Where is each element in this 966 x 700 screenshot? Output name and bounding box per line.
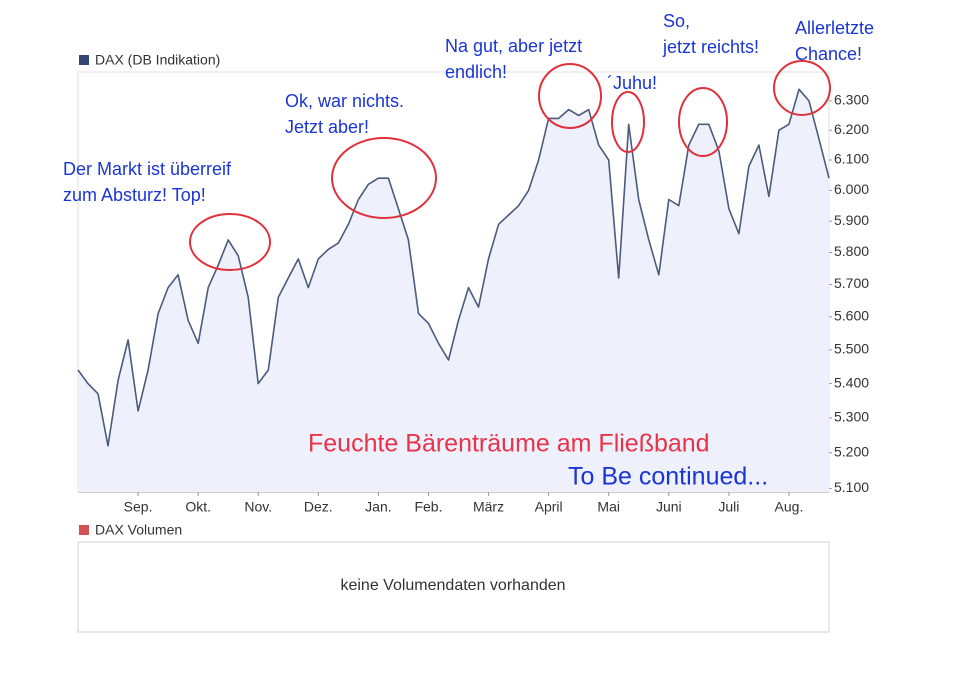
line <box>77 88 830 447</box>
y-tick-label: 5.600 <box>834 308 869 324</box>
highlight-circle <box>773 60 831 116</box>
y-tick-label: 5.800 <box>834 243 869 259</box>
y-tick-label: 5.700 <box>834 275 869 291</box>
x-tick-label: Sep. <box>124 499 153 515</box>
y-tick-label: 5.500 <box>834 341 869 357</box>
x-tick-label: April <box>535 499 563 515</box>
y-tick-label: 6.200 <box>834 121 869 137</box>
legend-label: DAX (DB Indikation) <box>95 52 220 68</box>
x-tick-label: Nov. <box>244 499 272 515</box>
x-tick-label: Juni <box>656 499 682 515</box>
highlight-circle <box>538 63 602 129</box>
highlight-circle <box>678 87 728 157</box>
x-tick-label: Dez. <box>304 499 333 515</box>
annotation: Jetzt aber! <box>285 117 369 137</box>
y-tick-label: 5.200 <box>834 443 869 459</box>
annotation: ´Juhu! <box>607 73 657 93</box>
annotation: Chance! <box>795 44 862 64</box>
y-tick-label: 5.300 <box>834 409 869 425</box>
x-tick-label: Aug. <box>775 499 804 515</box>
y-tick-label: 5.100 <box>834 479 869 495</box>
annotation: Na gut, aber jetzt <box>445 36 582 56</box>
annotation: So, <box>663 11 690 31</box>
volume-panel <box>77 541 830 633</box>
x-tick-label: März <box>473 499 504 515</box>
y-tick-label: 6.000 <box>834 181 869 197</box>
x-tick-label: Feb. <box>414 499 442 515</box>
annotation: Ok, war nichts. <box>285 91 404 111</box>
y-tick-label: 6.100 <box>834 151 869 167</box>
area <box>78 89 829 493</box>
annotation: jetzt reichts! <box>662 37 759 57</box>
highlight-circle <box>189 213 271 271</box>
volume-message: keine Volumendaten vorhanden <box>340 577 565 594</box>
x-tick-label: Okt. <box>185 499 211 515</box>
volume-legend-label: DAX Volumen <box>95 522 182 538</box>
plot: 5.100 5.200 5.300 5.400 5.500 5.600 5.700 5.800… <box>77 88 869 515</box>
x-tick-label: Jan. <box>365 499 391 515</box>
y-tick-label: 5.400 <box>834 374 869 390</box>
highlight-circles <box>189 60 831 271</box>
annotation: Der Markt ist überreif <box>63 159 232 179</box>
x-tick-label: Juli <box>718 499 739 515</box>
volume-legend-swatch <box>79 525 89 535</box>
highlight-circle <box>331 137 437 219</box>
annotation: zum Absturz! Top! <box>63 185 206 205</box>
x-tick-label: Mai <box>597 499 620 515</box>
highlight-circle <box>611 91 645 153</box>
y-tick-label: 6.300 <box>834 92 869 108</box>
annotation: Allerletzte <box>795 18 874 38</box>
headline: Feuchte Bärenträume am Fließband <box>308 430 710 458</box>
y-tick-label: 5.900 <box>834 212 869 228</box>
annotation: endlich! <box>445 62 507 82</box>
subline: To Be continued... <box>568 463 768 491</box>
legend-swatch <box>79 55 89 65</box>
